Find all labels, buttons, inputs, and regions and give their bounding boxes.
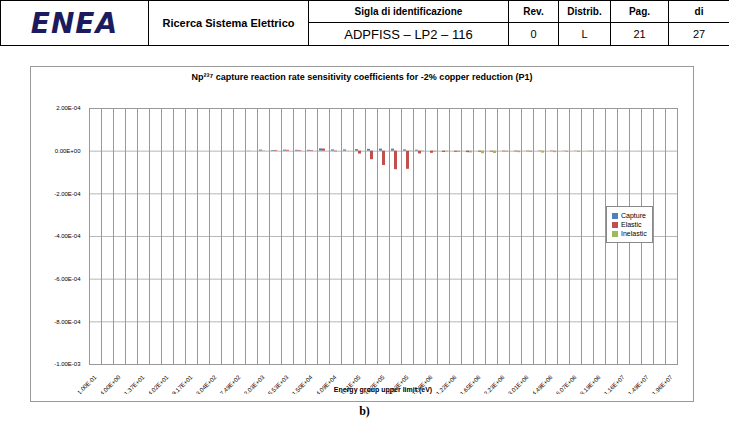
svg-text:1.96E+07: 1.96E+07 <box>651 374 674 394</box>
svg-text:0.00E+00: 0.00E+00 <box>55 148 82 154</box>
html-text:ADPFISS – LP2 – 116: ADPFISS – LP2 – 116 <box>344 26 473 42</box>
svg-text:5.53E+03: 5.53E+03 <box>267 374 290 394</box>
html-text:Elastic: Elastic <box>621 221 642 228</box>
svg-text:2.03E+03: 2.03E+03 <box>243 374 266 394</box>
svg-text:1.65E+06: 1.65E+06 <box>459 374 482 394</box>
svg-text:1.00E-01: 1.00E-01 <box>76 374 98 394</box>
svg-text:6.07E+06: 6.07E+06 <box>555 374 578 394</box>
svg-text:1.37E+01: 1.37E+01 <box>123 374 146 394</box>
html-text:Rev.: Rev. <box>523 6 544 17</box>
svg-text:1.16E+07: 1.16E+07 <box>603 374 626 394</box>
svg-text:2.23E+06: 2.23E+06 <box>483 374 506 394</box>
svg-text:1.49E+07: 1.49E+07 <box>627 374 650 394</box>
html-text:L: L <box>581 28 588 40</box>
html-text:Np²³⁷ capture reaction rate se: Np²³⁷ capture reaction rate sensitivity … <box>191 72 533 82</box>
html-text:ENEA: ENEA <box>30 6 119 40</box>
svg-text:4.49E+06: 4.49E+06 <box>531 374 554 394</box>
html-text:0: 0 <box>530 28 537 40</box>
svg-text:7.49E+02: 7.49E+02 <box>219 374 242 394</box>
html-text:di: di <box>694 6 704 17</box>
svg-text:-6.00E-04: -6.00E-04 <box>54 276 81 282</box>
html-text:Distrib.: Distrib. <box>567 6 602 17</box>
svg-text:-8.00E-04: -8.00E-04 <box>54 319 81 325</box>
svg-text:4.00E+00: 4.00E+00 <box>99 374 122 394</box>
html-text:21: 21 <box>633 28 646 40</box>
svg-text:3.01E+06: 3.01E+06 <box>507 374 530 394</box>
html-text:Inelastic: Inelastic <box>621 230 647 237</box>
svg-text:-2.00E-04: -2.00E-04 <box>54 191 81 197</box>
svg-text:9.17E+01: 9.17E+01 <box>171 374 194 394</box>
html-text:b): b) <box>359 404 370 418</box>
html-text:Sigla di identificazione: Sigla di identificazione <box>354 6 463 17</box>
html-text:Ricerca Sistema Elettrico: Ricerca Sistema Elettrico <box>162 17 295 29</box>
svg-text:2.00E-04: 2.00E-04 <box>56 105 81 111</box>
svg-text:1.22E+06: 1.22E+06 <box>435 374 458 394</box>
svg-text:-1.00E-03: -1.00E-03 <box>54 361 81 367</box>
svg-text:-4.00E-04: -4.00E-04 <box>54 233 81 239</box>
html-text:Pag.: Pag. <box>628 6 651 17</box>
html-text:Capture: Capture <box>621 212 646 219</box>
svg-text:8.19E+06: 8.19E+06 <box>579 374 602 394</box>
svg-text:4.02E+01: 4.02E+01 <box>147 374 170 394</box>
html-text:27: 27 <box>692 28 706 40</box>
svg-text:3.04E+02: 3.04E+02 <box>195 374 218 394</box>
html-text:Energy group upper limit (eV): Energy group upper limit (eV) <box>333 386 433 393</box>
svg-text:1.50E+04: 1.50E+04 <box>291 374 314 394</box>
